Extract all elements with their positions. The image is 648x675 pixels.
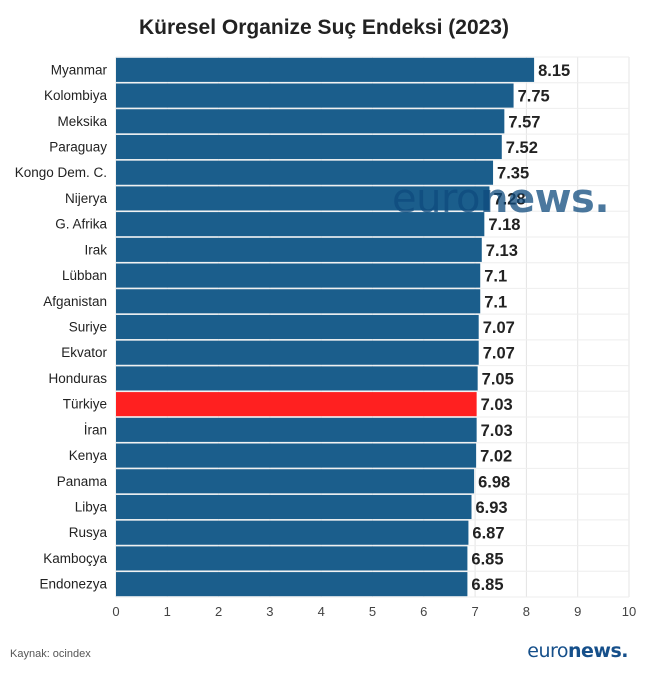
bar (116, 186, 490, 211)
value-label: 7.75 (518, 88, 550, 106)
value-label: 7.07 (483, 345, 515, 363)
value-label: 7.1 (484, 268, 507, 286)
category-label: G. Afrika (55, 217, 107, 232)
category-label: Türkiye (63, 397, 107, 412)
euronews-footer-logo: euronews. (527, 640, 628, 662)
bar (116, 340, 479, 365)
x-tick-label: 3 (266, 604, 273, 619)
category-label: Rusya (69, 525, 108, 540)
bar (116, 160, 494, 185)
value-label: 6.93 (476, 499, 508, 517)
bar (116, 263, 481, 288)
bar (116, 134, 502, 160)
bar (116, 520, 469, 545)
watermark-logo-part1: euro (392, 176, 481, 222)
x-tick-label: 4 (318, 604, 325, 619)
value-label: 6.87 (472, 525, 504, 543)
category-label: Ekvator (61, 345, 107, 360)
bar (116, 417, 477, 442)
bar (116, 443, 477, 468)
value-label: 6.98 (478, 473, 510, 491)
category-label: Kolombiya (44, 88, 108, 103)
category-label: Panama (57, 474, 108, 489)
bar (116, 546, 468, 571)
category-label: Myanmar (51, 62, 108, 77)
bar (116, 314, 479, 340)
bar (116, 83, 514, 108)
category-label: İran (84, 422, 107, 437)
category-label: Meksika (57, 114, 107, 129)
x-tick-label: 1 (164, 604, 171, 619)
chart-title: Küresel Organize Suç Endeksi (2023) (139, 16, 509, 39)
value-label: 7.28 (493, 190, 525, 208)
bar (116, 392, 477, 417)
footer-logo-part1: euro (527, 640, 568, 662)
x-tick-label: 0 (112, 604, 119, 619)
category-label: Lübban (62, 268, 107, 283)
bar (116, 469, 475, 494)
x-tick-label: 5 (369, 604, 376, 619)
value-label: 7.02 (480, 448, 512, 466)
value-label: 6.85 (471, 550, 503, 568)
x-tick-label: 9 (574, 604, 581, 619)
value-label: 6.85 (471, 576, 503, 594)
category-label: Kongo Dem. C. (15, 165, 107, 180)
value-label: 7.52 (506, 139, 538, 157)
bar (116, 494, 472, 520)
category-label: Endonezya (39, 577, 107, 592)
euronews-watermark-logo: euronews. (392, 176, 610, 222)
value-label: 7.35 (497, 165, 529, 183)
category-label: Honduras (48, 371, 107, 386)
value-label: 7.18 (488, 216, 520, 234)
category-label: Paraguay (49, 140, 107, 155)
value-label: 7.03 (481, 422, 513, 440)
bar (116, 212, 485, 237)
x-tick-label: 2 (215, 604, 222, 619)
value-label: 7.07 (483, 319, 515, 337)
x-tick-label: 7 (471, 604, 478, 619)
bar (116, 109, 505, 134)
x-tick-label: 8 (523, 604, 530, 619)
category-label: Suriye (69, 320, 107, 335)
value-label: 7.13 (486, 242, 518, 260)
x-tick-label: 10 (622, 604, 636, 619)
value-label: 7.05 (482, 370, 514, 388)
bar (116, 237, 482, 262)
value-label: 7.03 (481, 396, 513, 414)
value-label: 8.15 (538, 62, 570, 80)
category-label: Nijerya (65, 191, 108, 206)
bar (116, 366, 478, 391)
bar (116, 57, 535, 82)
x-tick-label: 6 (420, 604, 427, 619)
value-label: 7.57 (508, 113, 540, 131)
bar (116, 289, 481, 314)
footer-logo-part2: news. (568, 640, 629, 662)
value-label: 7.1 (484, 293, 507, 311)
category-label: Kamboçya (43, 551, 107, 566)
bar (116, 572, 468, 597)
category-label: Afganistan (43, 294, 107, 309)
source-note: Kaynak: ocindex (10, 648, 91, 660)
category-label: Libya (75, 500, 108, 515)
category-label: Irak (84, 242, 107, 257)
watermark-logo-part2: news. (480, 176, 610, 222)
category-label: Kenya (69, 448, 108, 463)
